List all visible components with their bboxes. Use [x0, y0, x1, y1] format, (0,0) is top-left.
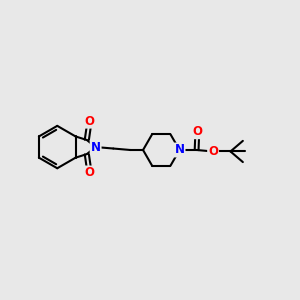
Text: N: N	[175, 143, 184, 157]
Text: O: O	[84, 167, 94, 179]
Text: O: O	[84, 115, 94, 128]
Text: O: O	[192, 125, 202, 138]
Text: O: O	[208, 145, 218, 158]
Text: N: N	[91, 141, 100, 154]
